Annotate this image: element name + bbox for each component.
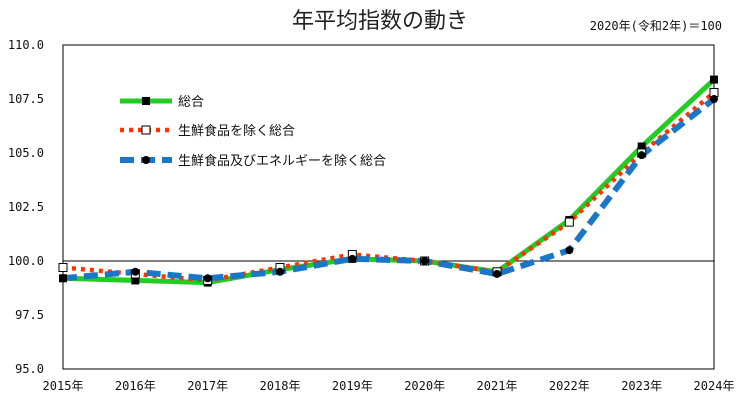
series-layer xyxy=(58,75,719,287)
chart-title: 年平均指数の動き xyxy=(292,9,468,34)
data-point xyxy=(637,142,646,151)
data-point xyxy=(59,274,67,283)
x-tick-label: 2019年 xyxy=(332,379,373,393)
y-tick-label: 102.5 xyxy=(8,200,44,214)
data-point xyxy=(131,267,140,276)
data-point xyxy=(710,95,718,103)
y-axis-ticks: 95.0 97.5 100.0 102.5 105.0 107.5 110.0 xyxy=(8,38,44,376)
base-year-note: 2020年(令和2年)＝100 xyxy=(590,18,722,33)
data-point xyxy=(710,75,718,84)
series-2 xyxy=(62,96,716,282)
x-tick-label: 2022年 xyxy=(549,379,590,393)
x-tick-label: 2020年 xyxy=(404,379,445,393)
y-tick-label: 95.0 xyxy=(15,362,44,376)
data-point xyxy=(131,276,140,285)
y-tick-label: 100.0 xyxy=(8,254,44,268)
series-line-0 xyxy=(62,77,716,286)
series-line-2 xyxy=(62,96,716,282)
data-point xyxy=(276,267,284,276)
data-point xyxy=(203,274,212,283)
legend-label-1: 生鮮食品を除く総合 xyxy=(178,123,295,139)
x-tick-label: 2021年 xyxy=(477,379,518,393)
series-markers-2 xyxy=(59,95,718,283)
data-point xyxy=(58,262,68,272)
legend-marker-0 xyxy=(142,97,150,105)
data-point xyxy=(348,254,357,263)
legend-marker-1 xyxy=(141,125,151,135)
y-tick-label: 110.0 xyxy=(8,38,44,52)
y-tick-label: 107.5 xyxy=(8,92,44,106)
data-point xyxy=(493,269,501,278)
y-tick-label: 97.5 xyxy=(15,308,44,322)
legend-label-0: 総合 xyxy=(178,95,204,110)
legend-label-2: 生鮮食品及びエネルギーを除く総合 xyxy=(178,153,386,169)
x-tick-label: 2015年 xyxy=(43,379,84,393)
plot-area xyxy=(62,44,715,370)
x-tick-label: 2024年 xyxy=(694,379,735,393)
series-0 xyxy=(62,77,716,286)
x-tick-label: 2016年 xyxy=(115,379,156,393)
y-tick-label: 105.0 xyxy=(8,146,44,160)
x-tick-label: 2023年 xyxy=(621,379,662,393)
data-point xyxy=(420,257,429,265)
x-tick-label: 2017年 xyxy=(187,379,228,393)
x-axis-ticks: 2015年 2016年 2017年 2018年 2019年 2020年 2021年 2022年… xyxy=(43,379,735,393)
data-point xyxy=(637,151,646,160)
x-tick-label: 2018年 xyxy=(260,379,301,393)
data-point xyxy=(565,246,574,255)
legend-marker-2 xyxy=(142,156,150,164)
data-point xyxy=(564,217,574,227)
